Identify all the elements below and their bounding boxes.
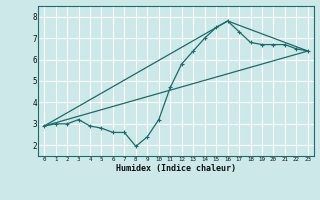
X-axis label: Humidex (Indice chaleur): Humidex (Indice chaleur) xyxy=(116,164,236,173)
